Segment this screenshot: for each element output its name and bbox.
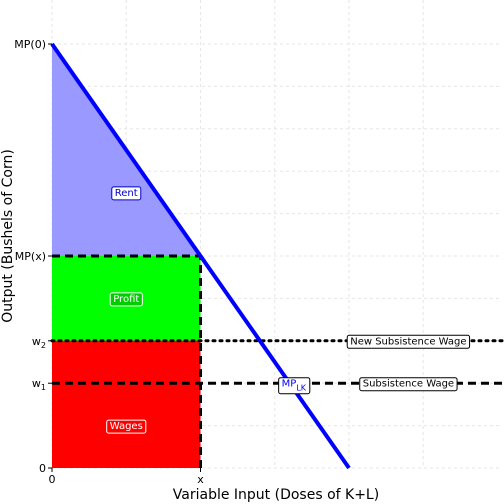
x-tick-label: x bbox=[197, 473, 204, 486]
x-tick-label: 0 bbox=[49, 473, 56, 486]
label-wages: Wages bbox=[106, 419, 147, 434]
label-subsistence-wage-box bbox=[359, 377, 458, 392]
label-new-subsistence-wage-box bbox=[346, 334, 471, 349]
label-wages-box bbox=[106, 419, 147, 434]
label-wages-text: Wages bbox=[110, 421, 143, 432]
label-subsistence-wage-text: Subsistence Wage bbox=[363, 379, 454, 390]
label-profit-box bbox=[109, 292, 143, 307]
y-tick-label: w2 bbox=[32, 335, 46, 350]
label-profit: Profit bbox=[109, 292, 143, 307]
y-tick-label: 0 bbox=[39, 462, 46, 475]
label-mp-curve-box bbox=[278, 377, 311, 395]
labels: Rent Profit Wages Subsistence Wage New Subsi… bbox=[106, 186, 471, 434]
label-profit-text: Profit bbox=[113, 294, 139, 305]
y-tick-label: MP(0) bbox=[14, 38, 46, 51]
y-axis-title: Output (Bushels of Corn) bbox=[0, 149, 16, 323]
y-tick-label: MP(x) bbox=[15, 250, 46, 263]
label-rent-text: Rent bbox=[115, 188, 138, 199]
region-wages bbox=[52, 340, 201, 468]
label-new-subsistence-wage: New Subsistence Wage bbox=[346, 334, 471, 349]
label-subsistence-wage: Subsistence Wage bbox=[359, 377, 458, 392]
mp-curve bbox=[50, 42, 351, 470]
label-rent: Rent bbox=[111, 186, 142, 201]
mp-curve-group bbox=[50, 42, 351, 470]
x-axis-title: Variable Input (Doses of K+L) bbox=[173, 487, 379, 503]
reference-lines bbox=[50, 254, 504, 468]
label-rent-box bbox=[111, 186, 142, 201]
y-tick-label: w1 bbox=[32, 377, 46, 392]
label-mp-curve: MPLK bbox=[278, 377, 311, 395]
label-new-subsistence-wage-text: New Subsistence Wage bbox=[350, 336, 466, 347]
regions bbox=[52, 44, 201, 468]
